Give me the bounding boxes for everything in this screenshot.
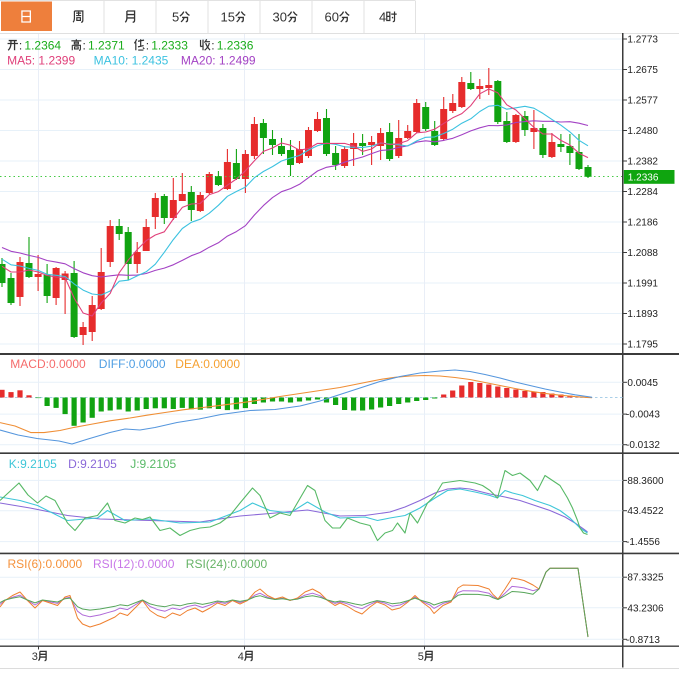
svg-text:15: 15 (221, 10, 235, 25)
svg-text:1.2284: 1.2284 (627, 187, 658, 198)
svg-text:MACD:0.0000: MACD:0.0000 (10, 357, 86, 371)
svg-text:J:9.2105: J:9.2105 (130, 457, 176, 471)
svg-text:RSI(6):0.0000: RSI(6):0.0000 (8, 557, 83, 571)
svg-text::: : (211, 38, 214, 52)
svg-text:1.2480: 1.2480 (627, 126, 658, 137)
svg-text:87.3325: 87.3325 (627, 573, 664, 584)
svg-text:RSI(12):0.0000: RSI(12):0.0000 (93, 557, 175, 571)
svg-text:30: 30 (273, 10, 287, 25)
svg-text:60: 60 (325, 10, 339, 25)
svg-text:43.2306: 43.2306 (627, 603, 664, 614)
svg-text:1.1991: 1.1991 (627, 279, 658, 290)
svg-text:1.2773: 1.2773 (627, 35, 658, 46)
svg-text::: : (83, 38, 86, 52)
svg-text:5: 5 (418, 651, 424, 663)
svg-text:4: 4 (379, 10, 386, 25)
svg-text:1.2577: 1.2577 (627, 96, 658, 107)
svg-text:1.1795: 1.1795 (627, 340, 658, 351)
svg-text:D:9.2105: D:9.2105 (68, 457, 117, 471)
svg-text::: : (19, 38, 22, 52)
svg-text:-0.0043: -0.0043 (626, 410, 660, 421)
svg-text:MA5: 1.2399: MA5: 1.2399 (7, 54, 75, 68)
svg-text:MA10: 1.2435: MA10: 1.2435 (94, 54, 169, 68)
svg-text:DIFF:0.0000: DIFF:0.0000 (99, 357, 166, 371)
svg-text:5: 5 (172, 10, 179, 25)
svg-text:-0.8713: -0.8713 (626, 635, 660, 646)
svg-text:4: 4 (238, 651, 244, 663)
svg-text:DEA:0.0000: DEA:0.0000 (175, 357, 240, 371)
svg-text:1.2186: 1.2186 (627, 218, 658, 229)
svg-text:MA20: 1.2499: MA20: 1.2499 (181, 54, 256, 68)
svg-text:1.2336: 1.2336 (217, 38, 254, 52)
svg-text:1.2364: 1.2364 (24, 38, 61, 52)
svg-text:1.2382: 1.2382 (627, 157, 658, 168)
svg-text:1.2675: 1.2675 (627, 65, 658, 76)
svg-text:88.3600: 88.3600 (627, 476, 664, 487)
svg-text:-0.0132: -0.0132 (626, 440, 660, 451)
svg-text:3: 3 (32, 651, 38, 663)
svg-text::: : (146, 38, 149, 52)
svg-text:43.4522: 43.4522 (627, 506, 664, 517)
svg-text:1.2333: 1.2333 (151, 38, 188, 52)
svg-text:-1.4556: -1.4556 (626, 537, 660, 548)
svg-text:1.2336: 1.2336 (628, 173, 659, 184)
svg-text:RSI(24):0.0000: RSI(24):0.0000 (186, 557, 268, 571)
svg-text:K:9.2105: K:9.2105 (9, 457, 57, 471)
svg-text:1.2088: 1.2088 (627, 248, 658, 259)
svg-text:1.2371: 1.2371 (88, 38, 125, 52)
svg-text:0.0045: 0.0045 (627, 378, 658, 389)
svg-text:1.1893: 1.1893 (627, 309, 658, 320)
